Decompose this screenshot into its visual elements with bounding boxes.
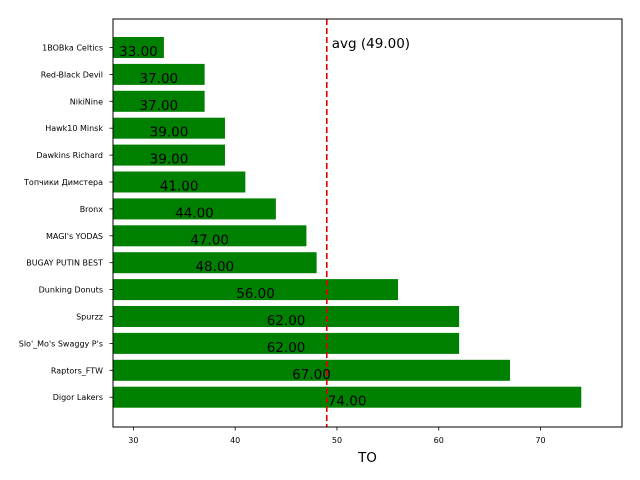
category-label: Red-Black Devil: [41, 70, 103, 79]
bar: [113, 198, 276, 220]
category-label: MAGI's YODAS: [46, 232, 103, 241]
category-label: Raptors_FTW: [51, 366, 103, 375]
x-tick-label: 40: [230, 436, 240, 445]
bar: [113, 359, 511, 381]
category-label: NikiNine: [70, 97, 103, 106]
value-label: 62.00: [267, 313, 306, 329]
value-label: 44.00: [175, 205, 214, 221]
value-label: 56.00: [236, 286, 275, 302]
value-label: 37.00: [139, 98, 178, 114]
value-label: 39.00: [150, 152, 189, 168]
plot-frame: [112, 18, 623, 428]
x-tick-label: 70: [535, 436, 545, 445]
value-label: 62.00: [267, 340, 306, 356]
category-label: Spurzz: [76, 313, 103, 322]
category-label: 1BOBka Celtics: [42, 44, 103, 53]
value-label: 48.00: [195, 259, 234, 275]
bar: [113, 386, 582, 408]
category-label: Топчики Димстера: [23, 178, 103, 187]
value-label: 41.00: [160, 179, 199, 195]
bar: [113, 63, 205, 85]
category-label: Dunking Donuts: [39, 286, 103, 295]
category-labels-group: 1BOBka Celtics Red-Black Devil NikiNine Haw…: [19, 44, 113, 402]
value-label: 33.00: [119, 44, 158, 60]
value-label: 74.00: [328, 394, 367, 410]
bar: [113, 225, 307, 247]
x-tick-label: 60: [434, 436, 444, 445]
bar: [113, 117, 225, 139]
bar: [113, 144, 225, 166]
bar: [113, 90, 205, 112]
bar: [113, 252, 317, 274]
x-tick-label: 30: [128, 436, 138, 445]
bar: [113, 37, 164, 58]
value-label: 67.00: [292, 367, 331, 383]
category-label: Slo'_Mo's Swaggy P's: [19, 339, 103, 348]
category-label: Hawk10 Minsk: [45, 124, 103, 133]
value-labels-group: 33.00 37.00 37.00 39.00 39.00 41.00 44.00 47.00…: [119, 44, 366, 410]
x-ticks-group: 30 40 50 60 70: [128, 427, 546, 445]
x-tick-label: 50: [332, 436, 342, 445]
bar: [113, 171, 246, 193]
x-axis-title: TO: [357, 450, 377, 466]
value-label: 39.00: [150, 125, 189, 141]
category-label: Bronx: [80, 205, 104, 214]
bar: [113, 306, 460, 327]
value-label: 47.00: [190, 232, 229, 248]
average-label: avg (49.00): [332, 36, 410, 52]
value-label: 37.00: [139, 71, 178, 87]
category-label: Digor Lakers: [53, 393, 103, 402]
bars-group: [113, 37, 582, 408]
plot-area: [113, 19, 622, 427]
category-label: BUGAY PUTIN BEST: [26, 259, 103, 268]
category-label: Dawkins Richard: [36, 151, 103, 160]
bar: [113, 332, 460, 354]
